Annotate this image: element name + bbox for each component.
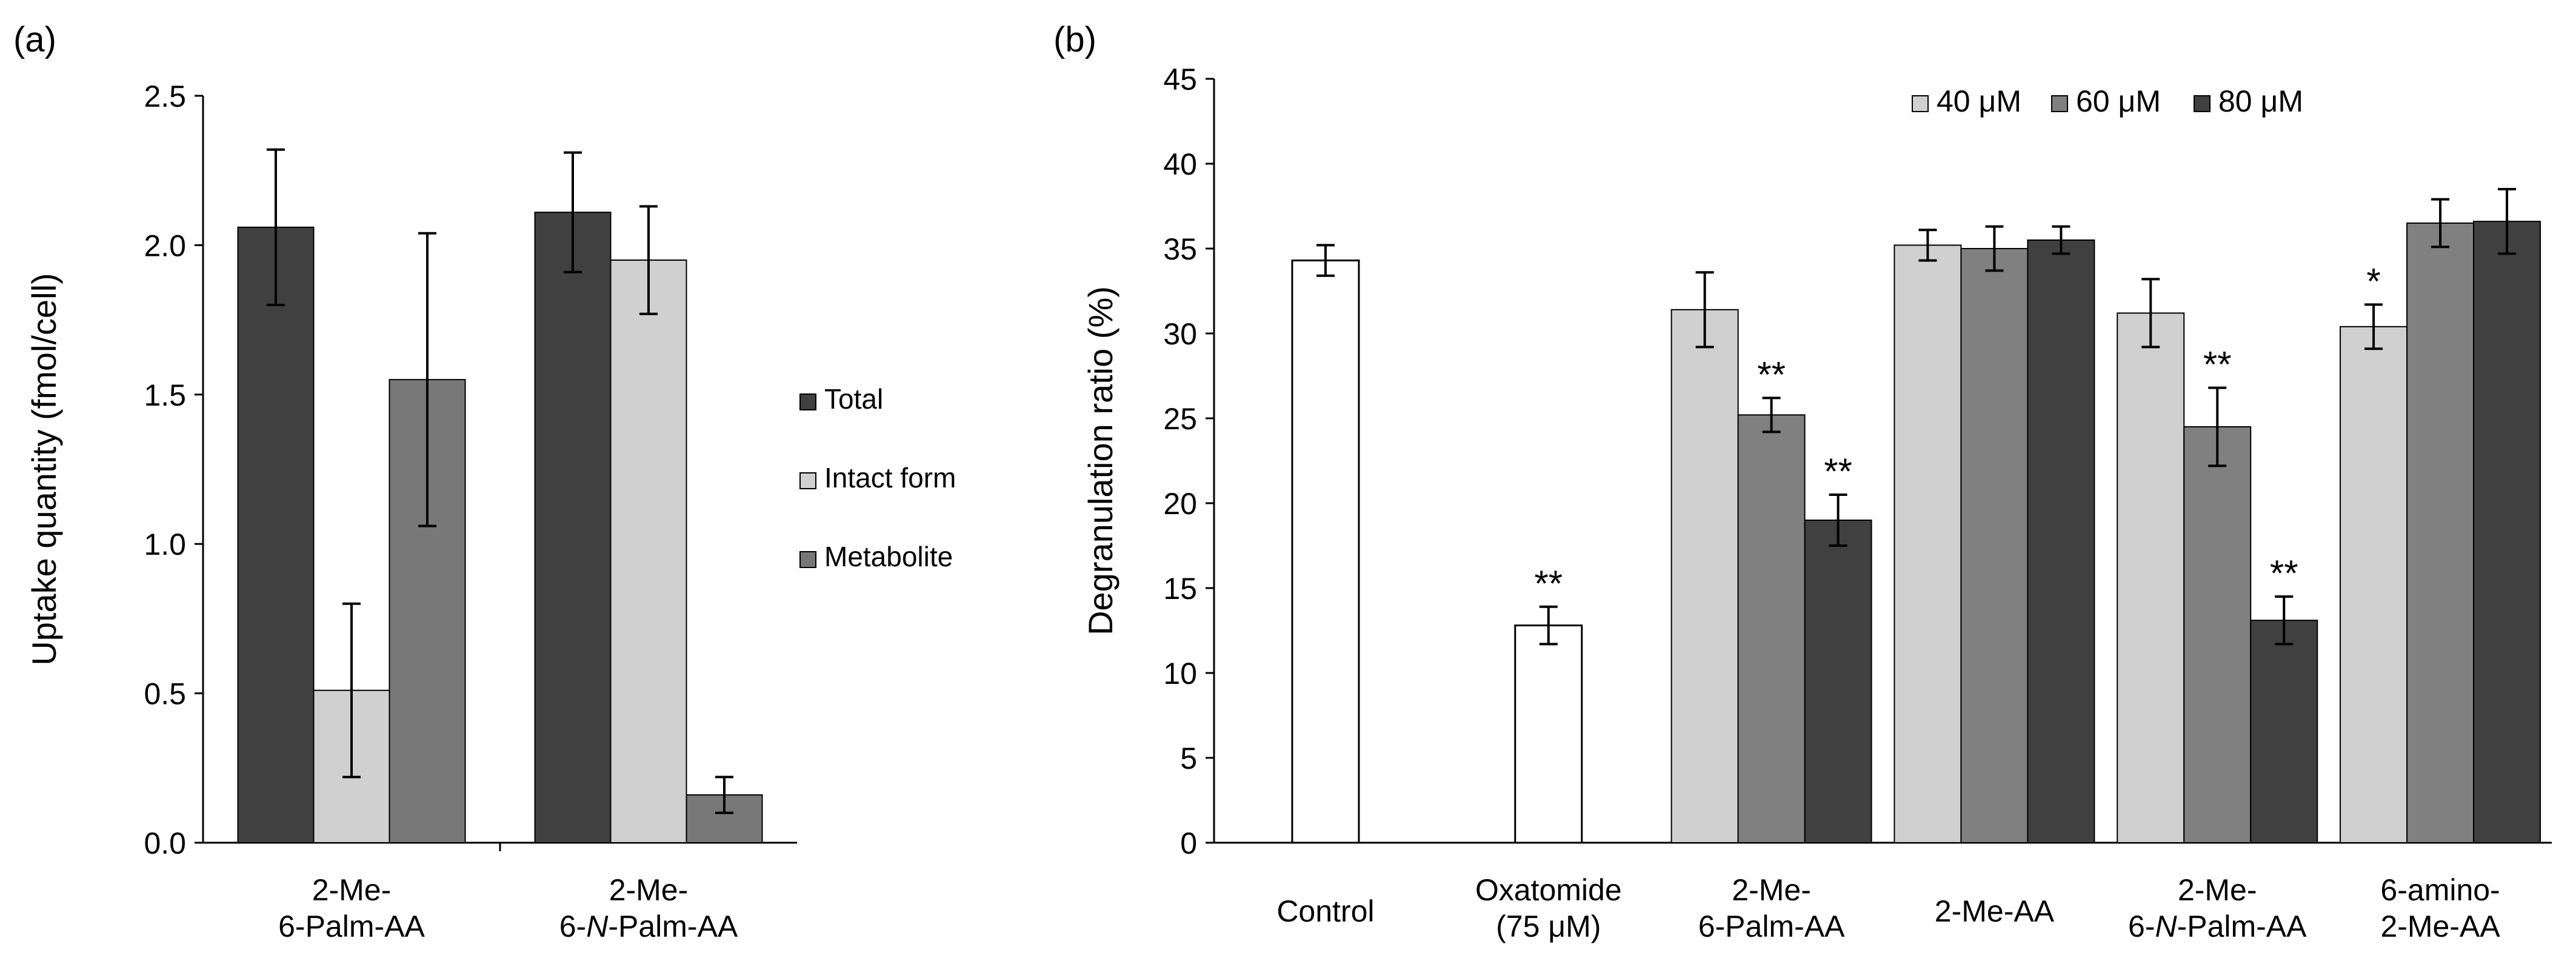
x-tick-label-b: 2-Me- (2178, 873, 2257, 907)
legend-swatch-b (2051, 95, 2068, 112)
legend-swatch-b (2194, 95, 2211, 112)
legend-label-b: 80 μM (2218, 84, 2303, 118)
legend-label-a: Intact form (824, 462, 956, 494)
y-tick-label-a: 2.5 (144, 79, 186, 113)
bar-80-uM (2027, 239, 2095, 843)
legend-swatch-b (1912, 95, 1929, 112)
y-tick-label-b: 10 (1163, 657, 1197, 691)
legend-label-a: Total (824, 383, 883, 415)
bar-60-uM (2406, 223, 2475, 843)
bar-total (237, 226, 315, 844)
x-tick-label-b: 6-amino- (2380, 873, 2500, 907)
bar-single (1291, 259, 1360, 844)
x-tick-label-b: 2-Me- (1732, 873, 1811, 907)
y-tick-label-a: 1.5 (144, 378, 186, 412)
y-tick-label-b: 35 (1163, 232, 1197, 266)
y-tick-label-a: 0.0 (144, 826, 186, 860)
bar-80-uM (1804, 520, 1872, 843)
x-tick-label-b: 6-Palm-AA (1698, 909, 1845, 943)
y-tick-label-b: 30 (1163, 317, 1197, 351)
y-tick-label-a: 0.5 (144, 677, 186, 711)
bar-80-uM (2250, 620, 2318, 843)
y-tick-label-b: 5 (1180, 741, 1197, 775)
bar-intact-form (610, 259, 687, 844)
y-axis-label-a: Uptake quantity (fmol/cell) (25, 273, 63, 665)
x-tick-label-b: 6-N-Palm-AA (2128, 909, 2307, 943)
legend-label-a: Metabolite (824, 541, 953, 572)
bar-single (1514, 624, 1583, 844)
significance-mark: ** (1534, 563, 1563, 604)
significance-mark: ** (2203, 344, 2232, 385)
y-axis-label-b: Degranulation ratio (%) (1081, 286, 1119, 635)
significance-mark: ** (1824, 451, 1852, 492)
bar-40-uM (1670, 309, 1739, 843)
x-tick-label-b: (75 μM) (1496, 909, 1601, 943)
panel-label-a: (a) (13, 20, 56, 59)
significance-mark: ** (2270, 553, 2298, 594)
y-tick-label-b: 25 (1163, 402, 1197, 436)
y-tick-label-b: 0 (1180, 826, 1197, 860)
legend-label-b: 60 μM (2076, 84, 2161, 118)
legend-swatch-a (799, 393, 816, 410)
x-tick-label-b: Control (1276, 894, 1374, 928)
x-tick-label-a: 2-Me- (312, 873, 392, 907)
x-tick-label-a: 2-Me- (609, 873, 689, 907)
bar-40-uM (2117, 312, 2185, 843)
chart-b: 0 5 10 15 20 25 30 35 40 45 Degranulation ratio (%… (1081, 62, 2552, 943)
y-tick-label-b: 40 (1163, 147, 1197, 181)
x-tick-label-b: 2-Me-AA (2380, 909, 2500, 943)
legend-swatch-a (799, 472, 816, 489)
bar-60-uM (1737, 414, 1806, 843)
y-tick-label-b: 20 (1163, 487, 1197, 521)
y-tick-label-a: 1.0 (144, 527, 186, 561)
bar-60-uM (1960, 248, 2029, 843)
bar-80-uM (2473, 221, 2541, 844)
bar-total (534, 212, 612, 843)
bar-40-uM (1894, 244, 1962, 843)
x-tick-label-a: 6-N-Palm-AA (559, 909, 738, 943)
significance-mark: ** (1757, 354, 1786, 395)
chart-a: 0.0 0.5 1.0 1.5 2.0 2.5 Uptake quantity (fmol/… (25, 79, 956, 943)
legend-label-b: 40 μM (1937, 84, 2021, 118)
x-tick-label-b: Oxatomide (1475, 873, 1622, 907)
legend-swatch-a (799, 551, 816, 568)
x-tick-label-a: 6-Palm-AA (278, 909, 425, 943)
significance-mark: * (2366, 261, 2380, 301)
panel-label-b: (b) (1053, 20, 1096, 59)
x-tick-label-b: 2-Me-AA (1935, 894, 2055, 928)
y-tick-label-b: 15 (1163, 572, 1197, 606)
bar-40-uM (2340, 326, 2408, 843)
y-tick-label-b: 45 (1163, 62, 1197, 96)
y-tick-label-a: 2.0 (144, 229, 186, 263)
bar-60-uM (2183, 426, 2252, 843)
